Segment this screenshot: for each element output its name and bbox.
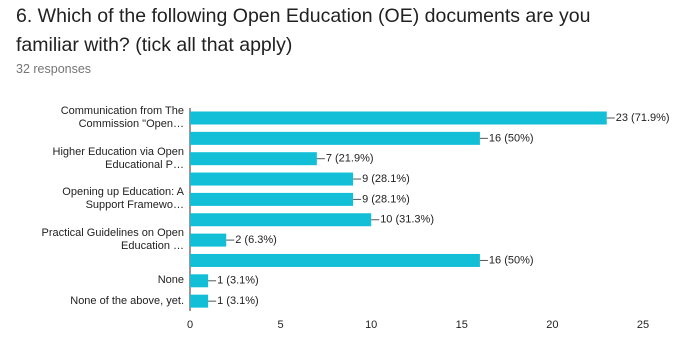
x-tick-label: 5 <box>278 319 284 331</box>
bar <box>190 294 209 308</box>
chart: 0 5 10 15 20 25 23 (71.9%) 16 (50%) 7 (21.9%) 9 (… <box>187 108 670 331</box>
bar <box>190 111 607 125</box>
value-label: 16 (50%) <box>489 132 534 144</box>
x-tick-label: 25 <box>637 319 649 331</box>
x-tick-label: 10 <box>365 319 377 331</box>
y-tick-label: Higher Education via Open Educational P… <box>52 145 184 171</box>
bar <box>190 152 317 166</box>
response-count: 32 responses <box>16 62 92 76</box>
chart-area: 0 5 10 15 20 25 23 (71.9%) 16 (50%) 7 (21.9%) 9 (… <box>0 100 686 356</box>
y-tick-label: Opening up Education: A Support Framewo… <box>62 186 184 212</box>
value-label: 10 (31.3%) <box>380 214 434 226</box>
value-label: 2 (6.3%) <box>235 234 277 246</box>
value-label: 1 (3.1%) <box>217 275 259 287</box>
value-label: 23 (71.9%) <box>616 112 670 124</box>
bar <box>190 253 480 267</box>
y-tick-label: Communication from The Commission "Open… <box>60 105 184 130</box>
y-tick-label: None <box>157 274 184 287</box>
bar <box>190 274 209 288</box>
bar <box>190 172 354 186</box>
y-tick-label: None of the above, yet. <box>70 294 184 307</box>
bar <box>190 192 354 206</box>
bar <box>190 213 372 227</box>
x-tick-label: 20 <box>546 319 558 331</box>
value-label: 9 (28.1%) <box>362 193 410 205</box>
bar <box>190 233 227 247</box>
question-title: 6. Which of the following Open Education… <box>16 5 591 56</box>
x-tick-label: 0 <box>187 319 193 331</box>
value-label: 16 (50%) <box>489 254 534 266</box>
value-label: 7 (21.9%) <box>326 153 374 165</box>
value-label: 1 (3.1%) <box>217 295 259 307</box>
bar <box>190 131 480 145</box>
value-label: 9 (28.1%) <box>362 173 410 185</box>
x-tick-label: 15 <box>456 319 468 331</box>
y-tick-label: Practical Guidelines on Open Education … <box>41 227 184 253</box>
